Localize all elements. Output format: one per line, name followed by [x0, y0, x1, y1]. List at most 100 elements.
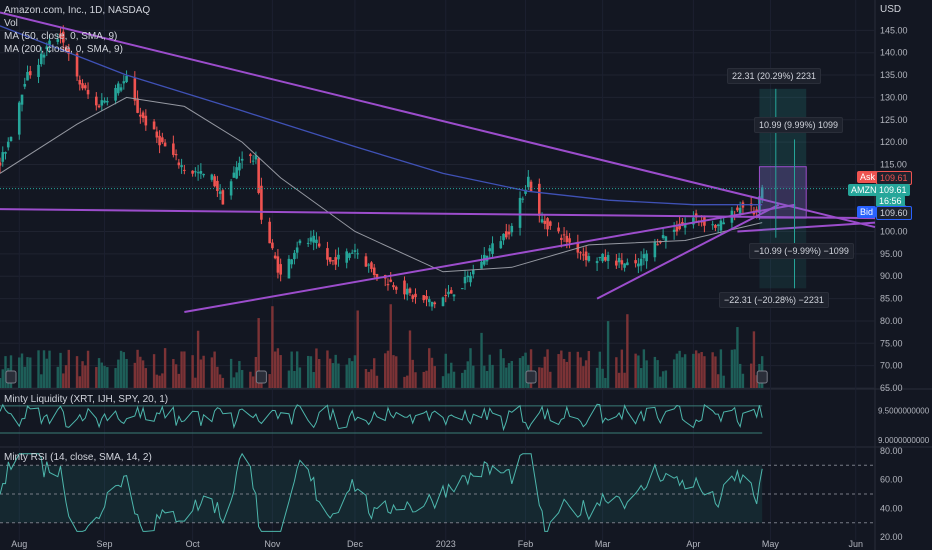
volume-bar — [546, 349, 549, 388]
candle-body — [194, 171, 197, 173]
time-tick-label: Oct — [186, 539, 201, 549]
volume-bar — [29, 357, 32, 388]
volume-bar — [582, 366, 585, 388]
candle-body — [287, 258, 291, 279]
volume-bar — [505, 367, 508, 388]
ma50-line — [0, 96, 763, 273]
volume-bar — [42, 350, 46, 388]
volume-bar — [529, 349, 533, 388]
volume-bar — [615, 357, 618, 388]
candle-body — [191, 170, 194, 174]
candle-body — [656, 244, 659, 246]
candle-body — [595, 261, 599, 264]
volume-bar — [172, 359, 175, 388]
candle-body — [238, 162, 241, 171]
volume-bar — [328, 358, 332, 388]
time-tick-label: 2023 — [436, 539, 456, 549]
volume-bar — [306, 355, 310, 388]
volume-bar — [62, 373, 65, 388]
candle-body — [26, 71, 29, 81]
volume-bar — [48, 350, 51, 388]
time-tick-label: Mar — [595, 539, 611, 549]
volume-bar — [664, 370, 668, 388]
volume-bar — [1, 369, 4, 388]
candle-body — [672, 229, 676, 232]
candle-body — [719, 220, 723, 231]
candle-body — [722, 222, 725, 225]
time-tick-label: May — [762, 539, 780, 549]
rsi-label[interactable]: Minty RSI (14, close, SMA, 14, 2) — [4, 452, 152, 463]
volume-bar — [406, 375, 409, 388]
candle-body — [9, 136, 13, 142]
candle-body — [172, 143, 175, 155]
candle-body — [392, 285, 395, 288]
measure-up-large[interactable]: 22.31 (20.29%) 2231 — [727, 68, 822, 84]
candle-body — [260, 185, 263, 220]
volume-bar — [452, 371, 456, 388]
candle-body — [106, 100, 109, 103]
volume-bar — [472, 365, 475, 388]
volume-bar — [152, 354, 156, 388]
liquidity-legend: Minty Liquidity (XRT, IJH, SPY, 20, 1) — [4, 393, 168, 406]
price-tick-label: 115.00 — [880, 159, 907, 169]
volume-label[interactable]: Vol — [4, 18, 18, 29]
price-tick-label: 90.00 — [880, 271, 903, 281]
candle-body — [623, 263, 626, 268]
volume-bar — [20, 353, 24, 388]
candle-body — [199, 171, 203, 174]
candle-body — [642, 254, 646, 259]
price-tick-label: 75.00 — [880, 338, 903, 348]
volume-bar — [595, 367, 599, 388]
volume-bar — [356, 310, 359, 388]
measure-down-small[interactable]: −10.99 (−9.99%) −1099 — [749, 243, 854, 259]
candle-body — [196, 172, 200, 174]
volume-bar — [290, 351, 293, 388]
volume-bar — [95, 367, 98, 388]
candle-body — [560, 237, 563, 240]
candle-body — [28, 71, 32, 76]
volume-bar — [18, 357, 21, 388]
ma200-line — [0, 25, 763, 206]
liquidity-line — [0, 403, 763, 432]
volume-bar — [370, 369, 373, 388]
candle-body — [328, 257, 332, 262]
volume-bar — [507, 363, 511, 388]
candle-body — [103, 100, 106, 103]
candle-body — [634, 260, 637, 264]
volume-bar — [273, 351, 277, 388]
candle-body — [524, 189, 527, 194]
candle-body — [290, 259, 293, 265]
volume-bar — [221, 377, 225, 388]
volume-bar — [84, 365, 87, 388]
earnings-marker-icon — [525, 370, 537, 384]
candle-body — [251, 160, 255, 162]
volume-bar — [653, 356, 657, 388]
ma200-label[interactable]: MA (200, close, 0, SMA, 9) — [4, 44, 123, 55]
rsi-tick-label: 60.00 — [880, 475, 903, 485]
symbol-title[interactable]: Amazon.com, Inc., 1D, NASDAQ — [4, 5, 151, 16]
measure-down-large[interactable]: −22.31 (−20.28%) −2231 — [719, 292, 829, 308]
volume-bar — [106, 367, 109, 388]
volume-bar — [229, 358, 233, 388]
volume-bar — [125, 358, 128, 388]
volume-bar — [392, 355, 395, 388]
candle-body — [408, 288, 412, 293]
candle-body — [414, 293, 417, 298]
rsi-tick-label: 20.00 — [880, 532, 903, 542]
price-tick-label: 120.00 — [880, 137, 908, 147]
volume-bar — [287, 370, 291, 388]
liquidity-label[interactable]: Minty Liquidity (XRT, IJH, SPY, 20, 1) — [4, 394, 169, 405]
measure-up-small[interactable]: 10.99 (9.99%) 1099 — [754, 117, 844, 133]
volume-bar — [384, 353, 387, 388]
candle-body — [620, 260, 624, 265]
volume-bar — [161, 373, 164, 388]
candle-body — [576, 241, 580, 253]
ma50-label[interactable]: MA (50, close, 0, SMA, 9) — [4, 31, 118, 42]
price-tick-label: 85.00 — [880, 294, 903, 304]
volume-bar — [499, 349, 502, 388]
volume-bar — [100, 362, 104, 388]
volume-bar — [730, 349, 734, 388]
volume-bar — [177, 373, 181, 388]
volume-bar — [174, 364, 178, 388]
